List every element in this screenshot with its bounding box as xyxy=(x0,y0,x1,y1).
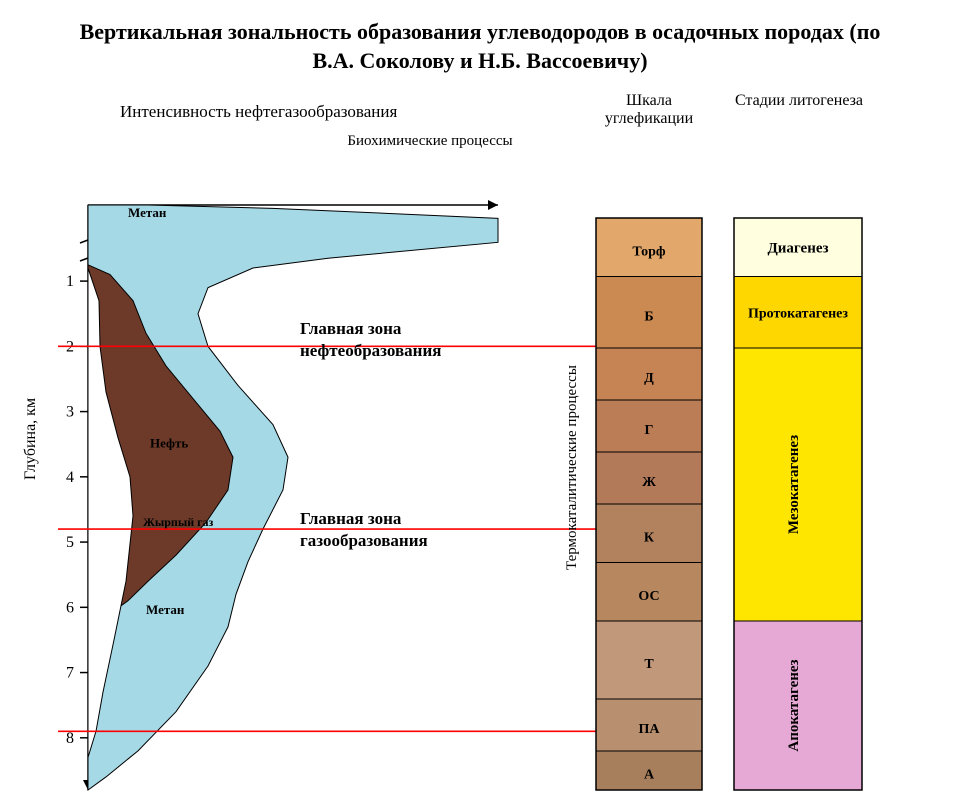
svg-text:5: 5 xyxy=(66,534,74,551)
svg-text:Протокатагенез: Протокатагенез xyxy=(748,306,848,321)
svg-text:6: 6 xyxy=(66,599,74,616)
zone-oil-label: Главная зона нефтеобразования xyxy=(300,318,520,362)
x-axis-label: Интенсивность нефтегазообразования xyxy=(120,102,397,122)
svg-text:Метан: Метан xyxy=(128,205,167,220)
svg-text:Торф: Торф xyxy=(632,244,665,259)
svg-text:Т: Т xyxy=(644,657,654,672)
svg-text:Мезокатагенез: Мезокатагенез xyxy=(786,435,802,534)
zone-gas-label: Главная зона газообразования xyxy=(300,508,520,552)
diagram-svg: 12345678МетанНефтьЖырпый газМетанТорфБДГ… xyxy=(0,90,960,810)
thermocat-label: Термокаталитические процессы xyxy=(564,365,581,570)
diagram-area: 12345678МетанНефтьЖырпый газМетанТорфБДГ… xyxy=(0,90,960,710)
svg-text:Диагенез: Диагенез xyxy=(767,240,828,256)
svg-text:4: 4 xyxy=(66,469,74,486)
svg-text:7: 7 xyxy=(66,665,74,682)
svg-text:ОС: ОС xyxy=(638,589,659,604)
lith-header: Стадии литогенеза xyxy=(724,92,874,110)
svg-text:К: К xyxy=(644,530,655,545)
svg-text:3: 3 xyxy=(66,404,74,421)
svg-text:Жырпый газ: Жырпый газ xyxy=(143,515,214,529)
svg-text:А: А xyxy=(644,768,655,783)
coal-header: Шкала углефикации xyxy=(584,92,714,128)
page-title: Вертикальная зональность образования угл… xyxy=(60,18,900,75)
svg-text:Метан: Метан xyxy=(146,602,185,617)
svg-text:Б: Б xyxy=(644,309,653,324)
svg-text:Д: Д xyxy=(644,371,654,386)
y-axis-label: Глубина, км xyxy=(22,398,40,480)
svg-text:Г: Г xyxy=(645,423,654,438)
svg-text:ПА: ПА xyxy=(639,722,661,737)
svg-text:1: 1 xyxy=(66,273,74,290)
svg-text:Ж: Ж xyxy=(642,475,656,490)
biochem-label: Биохимические процессы xyxy=(340,133,520,150)
svg-text:Нефть: Нефть xyxy=(150,435,188,450)
svg-text:Апокатагенез: Апокатагенез xyxy=(786,659,802,751)
svg-text:8: 8 xyxy=(66,730,74,747)
